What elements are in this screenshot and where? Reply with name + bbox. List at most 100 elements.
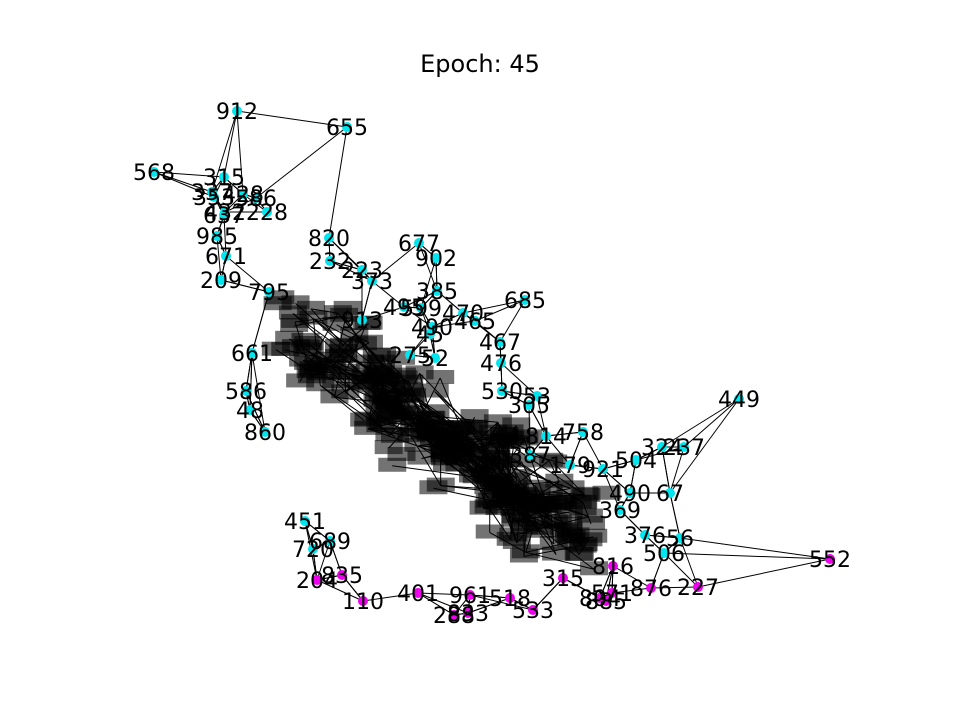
graph-edge [362, 592, 419, 602]
graph-edge [602, 459, 637, 470]
node-label: 661 [231, 342, 273, 367]
graph-edge [403, 306, 433, 328]
node-label: 655 [326, 116, 368, 141]
graph-edge [329, 260, 363, 271]
node-label: 385 [416, 280, 458, 305]
node-label: 209 [200, 269, 242, 294]
node-label: 860 [244, 421, 286, 446]
graph-edge [436, 290, 464, 314]
graph-node [405, 350, 415, 360]
node-label: 568 [133, 161, 175, 186]
graph-node [300, 516, 310, 526]
node-label: 885 [585, 590, 627, 615]
graph-edge [661, 398, 740, 448]
graph-edge [467, 597, 511, 614]
graph-node [342, 122, 352, 132]
graph-edge [316, 540, 331, 581]
graph-node [357, 315, 367, 325]
overlap-mass [460, 409, 489, 424]
graph-node [430, 353, 440, 363]
overlap-mass [281, 295, 310, 310]
graph-edge [245, 352, 253, 392]
graph-edge [153, 171, 213, 193]
node-label: 571 [591, 582, 633, 607]
node-label: 504 [615, 449, 657, 474]
node-label: 67 [656, 482, 684, 507]
graph-edge [661, 446, 671, 494]
graph-node [216, 275, 226, 285]
node-label: 820 [308, 227, 350, 252]
graph-node [497, 386, 507, 396]
graph-node [631, 455, 641, 465]
graph-node [431, 253, 441, 263]
node-label: 237 [663, 436, 705, 461]
node-label: 223 [341, 259, 383, 284]
graph-node [595, 593, 605, 603]
graph-edge [500, 362, 538, 397]
graph-node [264, 287, 274, 297]
graph-node [458, 308, 468, 318]
node-label: 337 [191, 181, 233, 206]
graph-edge [403, 290, 438, 308]
overlap-mass [420, 383, 449, 398]
graph-node [245, 405, 255, 415]
node-label: 490 [411, 316, 453, 341]
graph-edge [697, 558, 831, 588]
graph-node [524, 400, 534, 410]
overlap-mass [351, 370, 380, 385]
overlap-mass [405, 365, 434, 380]
graph-edge [545, 431, 584, 437]
node-label: 530 [481, 380, 523, 405]
node-label: 305 [508, 394, 550, 419]
graph-node [312, 575, 322, 585]
node-label: 876 [630, 577, 672, 602]
node-label: 227 [677, 576, 719, 601]
graph-node [520, 295, 530, 305]
node-label: 53 [523, 385, 551, 410]
node-label: 685 [504, 289, 546, 314]
graph-node [640, 530, 650, 540]
graph-edge [499, 299, 526, 343]
overlap-mass [471, 470, 500, 485]
graph-node [607, 588, 617, 598]
graph-node [357, 265, 367, 275]
overlap-mass [331, 384, 360, 399]
overlap-mass [329, 337, 358, 352]
graph-node [565, 460, 575, 470]
node-label: 52 [421, 347, 449, 372]
overlap-mass [580, 561, 609, 576]
node-label: 470 [442, 302, 484, 327]
graph-node [251, 193, 261, 203]
node-label: 495 [383, 296, 425, 321]
graph-edge [602, 468, 631, 494]
graph-node [465, 590, 475, 600]
graph-edge [501, 390, 530, 406]
node-label: 921 [582, 458, 624, 483]
node-label: 432 [204, 201, 246, 226]
graph-edge [371, 242, 420, 282]
graph-edge [669, 446, 685, 494]
node-label: 228 [246, 201, 288, 226]
node-label: 961 [449, 584, 491, 609]
graph-edge [431, 320, 476, 328]
overlap-mass [489, 427, 518, 442]
overlap-mass [280, 317, 309, 332]
node-label: 816 [592, 555, 634, 580]
overlap-mass [445, 457, 474, 472]
graph-node [308, 544, 318, 554]
overlap-mass [374, 440, 403, 455]
graph-edge [361, 280, 373, 321]
overlap-mass [592, 485, 621, 500]
overlap-mass [372, 390, 401, 405]
graph-node [414, 238, 424, 248]
graph-node [470, 316, 480, 326]
graph-edge [236, 110, 244, 195]
graph-edge [469, 594, 511, 599]
node-label: 451 [284, 510, 326, 535]
graph-edge [679, 537, 831, 560]
graph-edge [341, 574, 364, 602]
node-label: 288 [433, 604, 475, 629]
node-label: 586 [235, 187, 277, 212]
node-label: 56 [666, 527, 694, 552]
